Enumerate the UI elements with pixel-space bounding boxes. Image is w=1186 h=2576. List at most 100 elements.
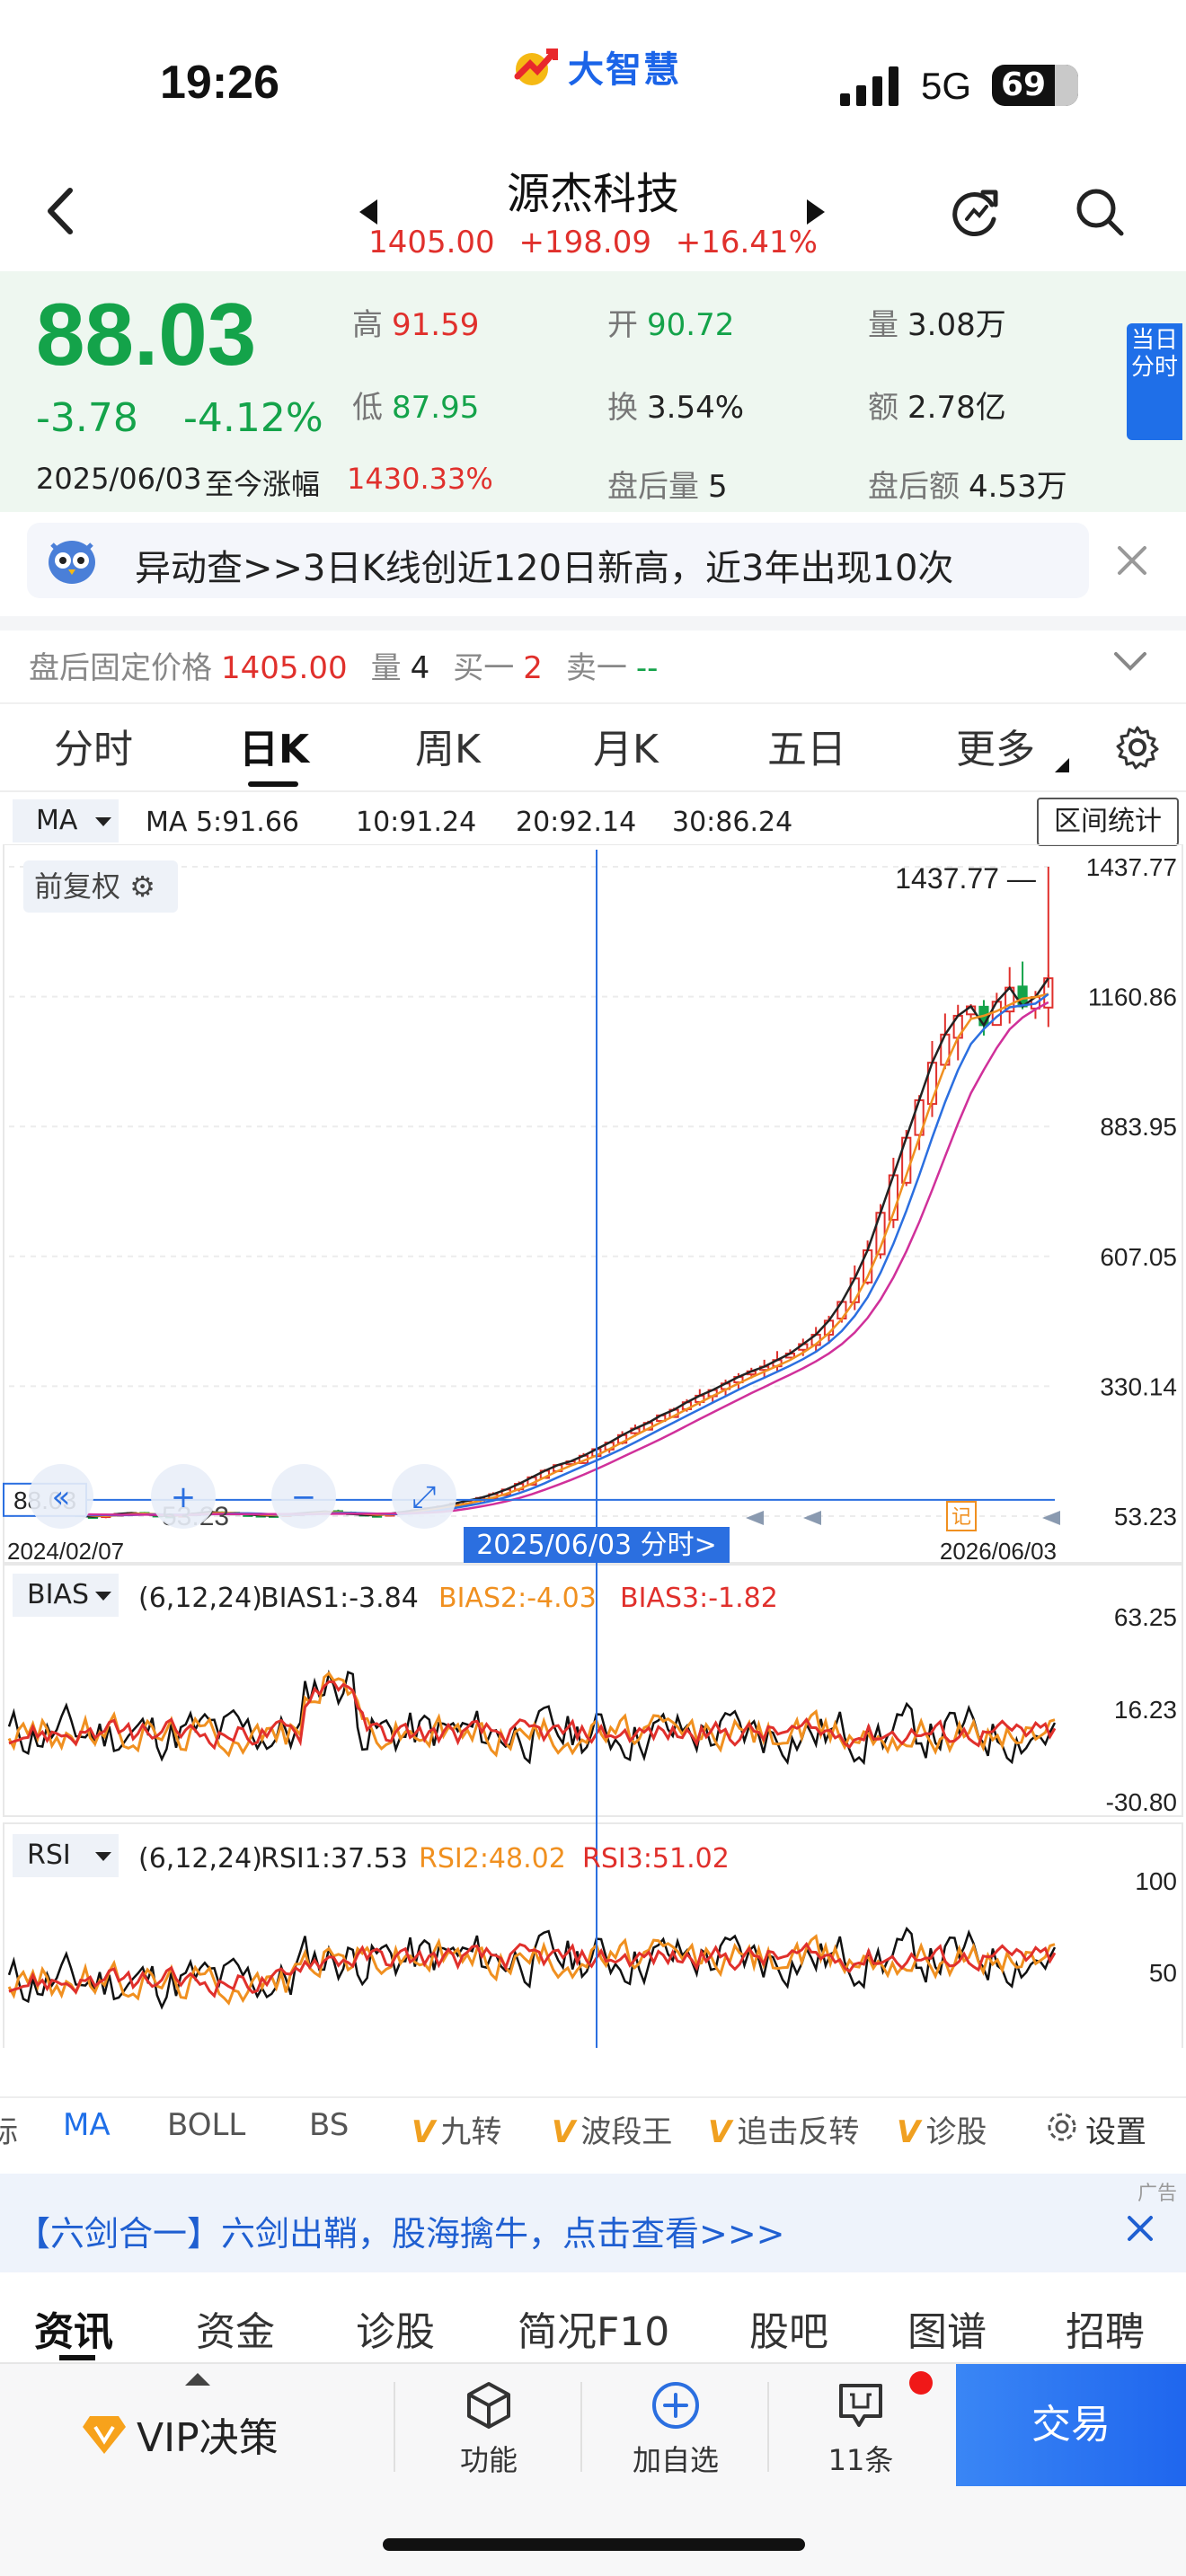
y-tick-label: 883.95 [1100,1113,1177,1141]
rsi-params: (6,12,24) [138,1843,262,1875]
quote-field-value: 90.72 [647,307,735,343]
more-triangle-icon [1055,758,1069,772]
intraday-side-tab[interactable]: 当日分时 [1127,323,1182,440]
bias1-value: BIAS1:-3.84 [261,1583,419,1614]
since-label: 至今涨幅 [205,467,321,501]
ma-select[interactable]: MA [13,799,119,842]
back-button[interactable] [36,180,90,243]
close-icon[interactable] [1114,543,1150,578]
quote-field-label: 低 [352,390,383,426]
divider [767,2382,769,2472]
gear-icon[interactable] [1114,724,1161,771]
arrow-marker [803,1511,821,1525]
rsi3-value: RSI3:51.02 [582,1843,730,1875]
indicator-zhengu[interactable]: V 诊股 [897,2114,987,2150]
indicator-cut[interactable]: 标 [0,2114,18,2150]
index-pct: +16.41% [675,225,818,260]
indicator-boll[interactable]: BOLL [167,2107,246,2143]
indicator-line [8,1941,1057,1998]
tab-intraday[interactable]: 分时 [54,727,133,772]
kline-chart[interactable]: 1437.77 1160.86 883.95 607.05 330.14 53.23 143… [0,844,1186,2048]
quote-field: 低 87.95 [352,383,479,427]
add-label: 加自选 [632,2443,719,2477]
index-quote: 1405.00 +198.09 +16.41% [0,225,1186,260]
y-tick-label: 1437.77 [1086,853,1177,881]
quote-field-value: 3.54% [647,390,745,426]
ma20-value: 20:92.14 [516,807,637,838]
prev-stock-button[interactable] [359,199,377,225]
indicator-ma[interactable]: MA [63,2107,111,2143]
adjust-button[interactable]: 前复权 ⚙ [23,860,178,913]
adjust-label: 前复权 [34,869,121,904]
tab-more[interactable]: 更多 [956,727,1035,772]
tab-indicator [248,781,298,787]
btab-indicator [59,2355,95,2360]
x-tick-label: 2024/02/07 [7,1538,124,1565]
fixed-price-value: 1405.00 [221,650,348,686]
alert-banner[interactable] [27,523,1089,598]
ma-line [15,992,1049,1517]
ah-vol-value: 4 [410,650,430,686]
indicator-bs[interactable]: BS [309,2107,350,2143]
indicator-zhuiji[interactable]: V 追击反转 [708,2114,860,2150]
close-icon[interactable] [1125,2213,1155,2244]
rsi2-value: RSI2:48.02 [419,1843,566,1875]
index-change: +198.09 [518,225,651,260]
quote-field-label: 开 [607,307,638,343]
chart-nav-button [29,1464,93,1529]
x-tick-label: 2026/06/03 [940,1538,1057,1565]
ask-value: -- [635,650,659,686]
next-stock-button[interactable] [807,199,825,225]
owl-icon [49,541,95,584]
refresh-icon[interactable] [947,183,1005,241]
rsi-select[interactable]: RSI [13,1834,119,1877]
plus-circle-icon [652,2382,699,2429]
bid-label: 买一 [453,650,515,686]
vip-button[interactable]: VIP决策 [81,2405,279,2463]
quote-field-value: 2.78亿 [907,390,1006,426]
chevron-down-icon[interactable] [1112,645,1148,677]
after-hours-row[interactable]: 盘后固定价格 1405.00 量 4 买一 2 卖一 -- [29,643,681,687]
ad-banner[interactable] [0,2174,1186,2272]
chart-nav-glyph: ⤢ [412,1479,436,1515]
add-watchlist-button[interactable]: 加自选 [613,2371,739,2488]
btab-jobs[interactable]: 招聘 [1066,2309,1145,2355]
func-button[interactable]: 功能 [426,2371,552,2488]
divider [394,2382,395,2472]
tab-daily-k[interactable]: 日K [239,727,310,772]
indicator-boduanwang[interactable]: V 波段王 [552,2114,673,2150]
func-label: 功能 [459,2443,518,2477]
bias-select-label: BIAS [27,1579,89,1610]
arrow-marker [746,1511,764,1525]
search-icon[interactable] [1071,183,1128,241]
ad-tag: 广告 [1137,2183,1178,2205]
btab-forum[interactable]: 股吧 [749,2309,828,2355]
btab-news[interactable]: 资讯 [34,2309,113,2355]
quote-field-value: 91.59 [392,307,480,343]
bias-select[interactable]: BIAS [13,1574,119,1617]
chart-nav-glyph: − [291,1479,317,1515]
range-stats-button[interactable]: 区间统计 [1037,798,1179,846]
btab-diagnose[interactable]: 诊股 [356,2309,435,2355]
tab-weekly-k[interactable]: 周K [415,727,481,772]
quote-field: 额 2.78亿 [868,383,1006,427]
messages-button[interactable]: 11条 [798,2371,924,2488]
quote-field-label: 高 [352,307,383,343]
indicator-line [7,1669,1057,1766]
btab-graph[interactable]: 图谱 [907,2309,987,2355]
chart-nav-button [151,1464,216,1529]
btab-funds[interactable]: 资金 [196,2309,275,2355]
chart-nav-button [392,1464,456,1529]
indicator-settings[interactable]: 设置 [1085,2114,1146,2150]
btab-f10[interactable]: 简况F10 [518,2309,670,2355]
trade-button[interactable]: 交易 [956,2364,1186,2486]
alert-text: 异动查>>3日K线创近120日新高，近3年出现10次 [135,548,954,589]
tab-five-day[interactable]: 五日 [767,727,846,772]
y-tick-label: 607.05 [1100,1243,1177,1271]
indicator-jiuzhuan[interactable]: V 九转 [412,2114,502,2150]
ad-text[interactable]: 【六剑合一】六剑出鞘，股海擒牛，点击查看>>> [16,2214,785,2254]
tab-monthly-k[interactable]: 月K [593,727,659,772]
ma30-value: 30:86.24 [672,807,793,838]
cube-icon [467,2382,510,2429]
chart-nav-glyph: + [171,1479,197,1515]
